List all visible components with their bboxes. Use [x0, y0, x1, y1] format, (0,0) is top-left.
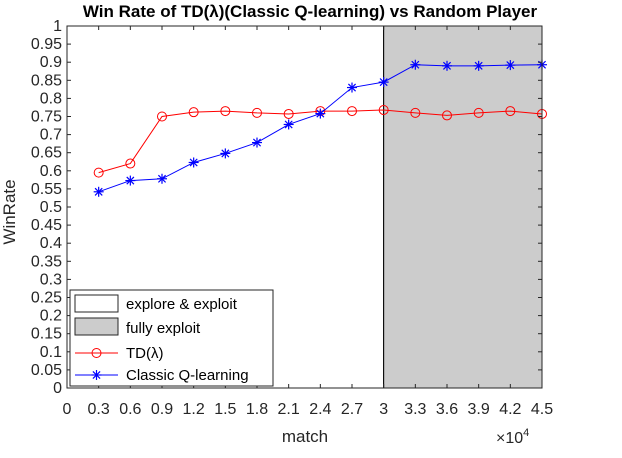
- y-tick-label: 0.25: [31, 290, 62, 307]
- data-point-classic-q-learning: [283, 119, 294, 130]
- legend-label-explore-exploit: explore & exploit: [126, 296, 238, 313]
- y-tick-label: 0.8: [40, 90, 62, 107]
- y-tick-label: 0.55: [31, 181, 62, 198]
- data-point-classic-q-learning: [410, 59, 421, 70]
- data-point-td: [125, 158, 136, 169]
- legend-swatch-explore-exploit: [74, 294, 119, 313]
- x-tick-label: 1.8: [246, 401, 268, 418]
- legend: explore & exploit fully exploit TD(λ) Cl…: [69, 289, 274, 387]
- y-tick-label: 0.9: [40, 54, 62, 71]
- x-axis-multiplier: ×104: [496, 427, 529, 447]
- y-tick-label: 0.7: [40, 127, 62, 144]
- x-tick-label: 1.5: [214, 401, 236, 418]
- legend-star-marker: [91, 370, 102, 380]
- data-point-classic-q-learning: [220, 148, 231, 159]
- y-tick-label: 0.45: [31, 217, 62, 234]
- y-tick-label: 0.85: [31, 72, 62, 89]
- x-tick-label: 0.6: [119, 401, 141, 418]
- x-tick-label: 3.9: [468, 401, 490, 418]
- data-point-classic-q-learning: [378, 77, 389, 88]
- data-point-td: [93, 167, 104, 178]
- y-tick-label: 0.1: [40, 344, 62, 361]
- x-tick-label: 4.2: [499, 401, 521, 418]
- x-tick-label: 3: [379, 401, 388, 418]
- y-tick-label: 0.65: [31, 145, 62, 162]
- x-tick-label: 3.3: [404, 401, 426, 418]
- y-tick-label: 0.95: [31, 36, 62, 53]
- y-tick-label: 0.05: [31, 362, 62, 379]
- y-tick-label: 0.5: [40, 199, 62, 216]
- y-tick-label: 0: [53, 380, 62, 397]
- y-tick-label: 1: [53, 18, 62, 35]
- x-tick-label: 3.6: [436, 401, 458, 418]
- x-tick-label: 0.9: [151, 401, 173, 418]
- y-tick-label: 0.35: [31, 253, 62, 270]
- y-tick-label: 0.4: [40, 235, 62, 252]
- x-tick-label: 1.2: [183, 401, 205, 418]
- legend-label-td-lambda: TD(λ): [126, 345, 164, 362]
- y-axis-ticks: 00.050.10.150.20.25 0.30.350.40.450.50.55…: [31, 18, 542, 397]
- region-fully-exploit: [383, 25, 543, 389]
- data-point-classic-q-learning: [252, 137, 262, 148]
- data-point-classic-q-learning: [442, 60, 452, 71]
- y-tick-label: 0.2: [40, 308, 62, 325]
- data-point-td: [505, 106, 516, 117]
- data-point-classic-q-learning: [315, 108, 326, 119]
- data-point-classic-q-learning: [125, 175, 136, 186]
- data-point-td: [157, 111, 167, 122]
- data-point-td: [283, 108, 294, 119]
- data-point-classic-q-learning: [157, 173, 167, 184]
- data-point-td: [473, 107, 484, 118]
- data-point-classic-q-learning: [347, 82, 357, 93]
- legend-label-fully-exploit: fully exploit: [126, 320, 201, 337]
- y-tick-label: 0.3: [40, 271, 62, 288]
- data-point-td: [188, 107, 199, 118]
- data-point-td: [347, 106, 357, 117]
- data-point-td: [220, 106, 231, 117]
- data-point-classic-q-learning: [505, 60, 516, 71]
- data-point-classic-q-learning: [93, 186, 104, 197]
- legend-marker-classic-q-learning: [91, 370, 102, 380]
- data-point-td: [378, 104, 389, 115]
- x-tick-label: 0: [63, 401, 72, 418]
- data-point-classic-q-learning: [188, 157, 199, 168]
- x-tick-label: 2.7: [341, 401, 363, 418]
- series-layer: [93, 59, 547, 197]
- x-axis-label: match: [282, 427, 328, 446]
- x-tick-label: 0.3: [88, 401, 110, 418]
- x-tick-label: 2.1: [278, 401, 300, 418]
- legend-marker-td-lambda: [91, 348, 102, 358]
- y-tick-label: 0.6: [40, 163, 62, 180]
- data-point-td: [442, 110, 452, 121]
- data-point-classic-q-learning: [473, 60, 484, 71]
- y-tick-label: 0.15: [31, 326, 62, 343]
- data-point-td: [410, 107, 421, 118]
- legend-swatch-fully-exploit: [74, 317, 119, 336]
- x-axis-ticks: 0 0.3 0.6 0.9 1.2 1.5 1.8 2.1 2.4 2.7 3 3.3 3.6 3.9 4.…: [63, 26, 553, 418]
- x-tick-label: 2.4: [309, 401, 331, 418]
- data-point-td: [252, 107, 262, 118]
- y-tick-label: 0.75: [31, 109, 62, 126]
- chart-title: Win Rate of TD(λ)(Classic Q-learning) vs…: [83, 2, 538, 21]
- x-tick-label: 4.5: [531, 401, 553, 418]
- legend-label-classic-q-learning: Classic Q-learning: [126, 367, 249, 384]
- y-axis-label: WinRate: [0, 179, 19, 244]
